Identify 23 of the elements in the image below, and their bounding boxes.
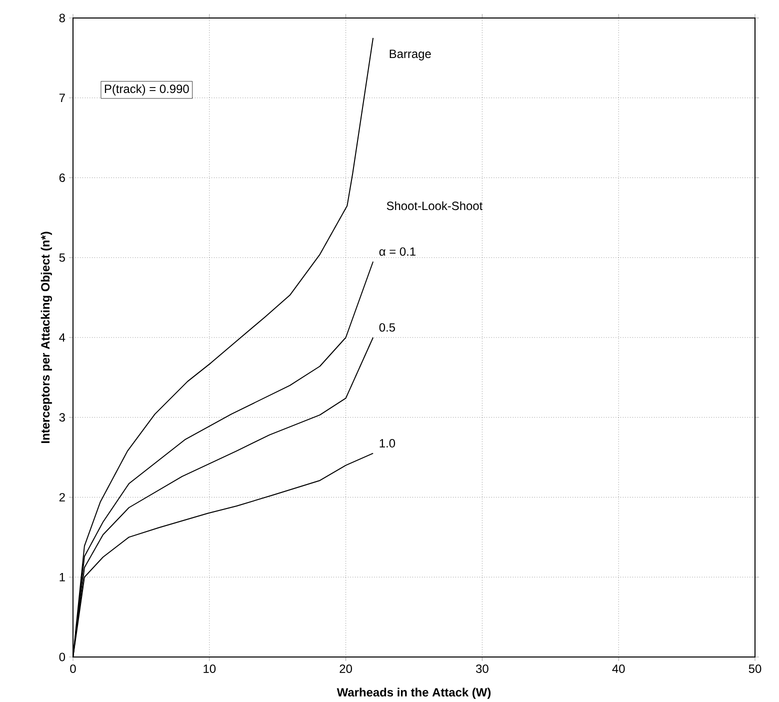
series-label: α = 0.1 xyxy=(379,247,416,256)
annotation: Shoot-Look-Shoot xyxy=(386,201,483,210)
y-tick-label: 4 xyxy=(59,333,66,342)
series-label: 1.0 xyxy=(380,438,396,448)
y-tick-label: 5 xyxy=(59,253,65,262)
x-tick-label: 40 xyxy=(612,664,625,673)
x-tick-label: 20 xyxy=(340,664,352,673)
y-tick-label: 3 xyxy=(59,413,65,422)
y-tick-label: 2 xyxy=(59,492,65,502)
x-tick-label: 0 xyxy=(70,664,76,673)
y-axis-title: Interceptors per Attacking Object (n*) xyxy=(40,232,52,443)
series-label: Barrage xyxy=(390,50,431,60)
y-tick-label: 7 xyxy=(59,94,65,102)
x-axis-title: Warheads in the Attack (W) xyxy=(336,688,491,699)
y-tick-label: 8 xyxy=(59,14,65,22)
x-tick-label: 10 xyxy=(204,664,216,673)
y-tick-label: 6 xyxy=(59,173,65,182)
x-tick-label: 50 xyxy=(748,664,762,673)
series-label: 0.5 xyxy=(379,323,396,332)
y-tick-label: 0 xyxy=(59,652,66,662)
annotation: P(track) = 0.990 xyxy=(104,84,189,96)
y-tick-label: 1 xyxy=(60,572,65,582)
x-tick-label: 30 xyxy=(476,664,488,673)
